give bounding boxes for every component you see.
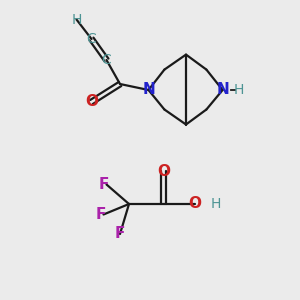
Text: H: H bbox=[211, 197, 221, 211]
Text: N: N bbox=[142, 82, 155, 98]
Text: H: H bbox=[71, 13, 82, 26]
Text: C: C bbox=[87, 32, 96, 46]
Text: N: N bbox=[216, 82, 229, 98]
Text: F: F bbox=[98, 177, 109, 192]
Text: F: F bbox=[95, 207, 106, 222]
Text: F: F bbox=[115, 226, 125, 242]
Text: C: C bbox=[102, 53, 111, 67]
Text: O: O bbox=[188, 196, 202, 211]
Text: H: H bbox=[234, 83, 244, 97]
Text: O: O bbox=[157, 164, 170, 178]
Text: O: O bbox=[85, 94, 98, 110]
